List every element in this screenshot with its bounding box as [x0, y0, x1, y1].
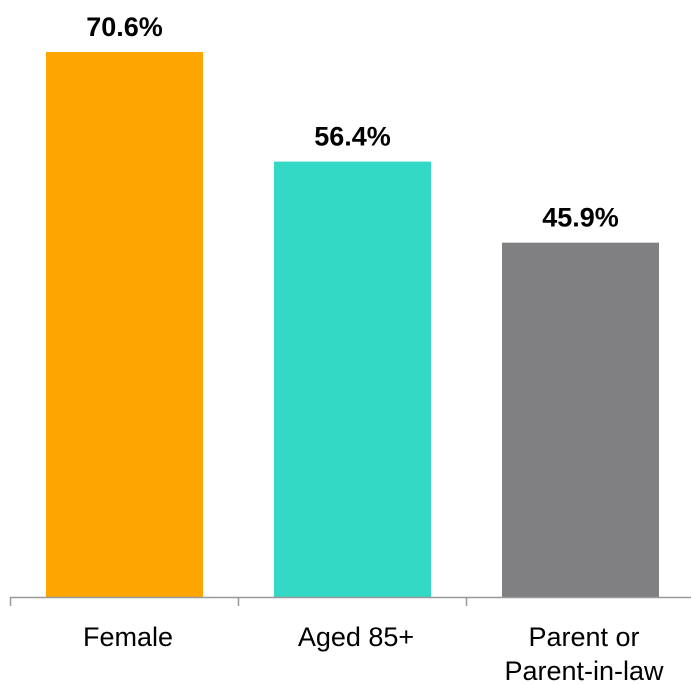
category-labels-group: Female Aged 85+ Parent or Parent-in-law [83, 622, 664, 684]
category-label-line: Female [83, 622, 173, 652]
value-label-3: 45.9% [542, 203, 619, 233]
category-label-line: Aged 85+ [298, 622, 414, 652]
category-label-3: Parent or Parent-in-law [504, 622, 664, 684]
bar-1 [46, 52, 203, 597]
x-axis [9, 596, 691, 606]
bar-3 [502, 242, 659, 598]
category-label-line: Parent-in-law [504, 656, 664, 684]
value-label-1: 70.6% [86, 12, 163, 42]
bars-group [46, 52, 659, 598]
bar-2 [274, 161, 431, 598]
category-label-line: Parent or [528, 622, 639, 652]
category-label-1: Female [83, 622, 173, 652]
category-label-2: Aged 85+ [298, 622, 414, 652]
value-labels-group: 70.6% 56.4% 45.9% [86, 12, 619, 233]
value-label-2: 56.4% [314, 122, 391, 152]
